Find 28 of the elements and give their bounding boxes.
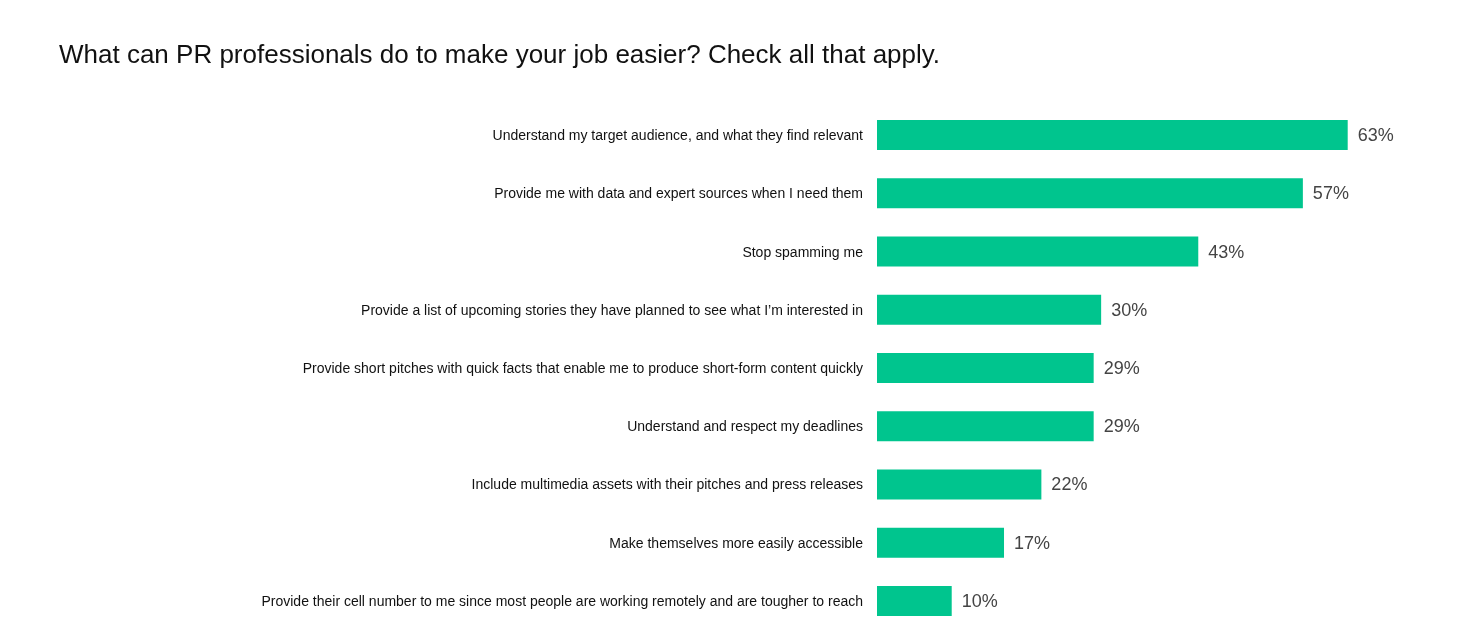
y-tick-label: Provide me with data and expert sources when I need them bbox=[494, 185, 863, 202]
y-tick-label: Understand my target audience, and what they find relevant bbox=[492, 127, 864, 144]
y-tick-label: Understand and respect my deadlines bbox=[627, 418, 863, 435]
bar bbox=[877, 294, 1102, 325]
bar bbox=[877, 353, 1094, 383]
data-label: 63% bbox=[1357, 125, 1394, 146]
bar bbox=[877, 120, 1348, 151]
data-label: 43% bbox=[1208, 241, 1245, 262]
y-tick-label: Provide a list of upcoming stories they have planned to see what I’m interested in bbox=[361, 301, 863, 318]
bar bbox=[877, 411, 1094, 442]
data-label: 22% bbox=[1051, 474, 1088, 495]
y-tick-label: Stop spamming me bbox=[742, 243, 864, 260]
text: What can PR professionals do to make your job easier? Check all that apply. bbox=[59, 39, 941, 69]
data-label: 10% bbox=[961, 590, 998, 611]
bar bbox=[877, 236, 1199, 267]
bar bbox=[877, 585, 952, 616]
data-label: 30% bbox=[1111, 299, 1148, 320]
y-tick-label: Provide their cell number to me since most people are working remotely and are tougher to reach bbox=[261, 592, 863, 609]
y-tick-label: Include multimedia assets with their pitches and press releases bbox=[471, 476, 863, 493]
y-tick-label: Make themselves more easily accessible bbox=[609, 534, 864, 551]
bar bbox=[877, 469, 1042, 500]
bar bbox=[877, 527, 1005, 558]
y-tick-label: Provide short pitches with quick facts that enable me to produce short-form content quickly bbox=[302, 360, 863, 376]
data-label: 29% bbox=[1103, 358, 1140, 378]
data-label: 57% bbox=[1312, 183, 1349, 204]
bar bbox=[877, 178, 1303, 209]
data-label: 29% bbox=[1103, 416, 1140, 437]
data-label: 17% bbox=[1014, 532, 1051, 553]
